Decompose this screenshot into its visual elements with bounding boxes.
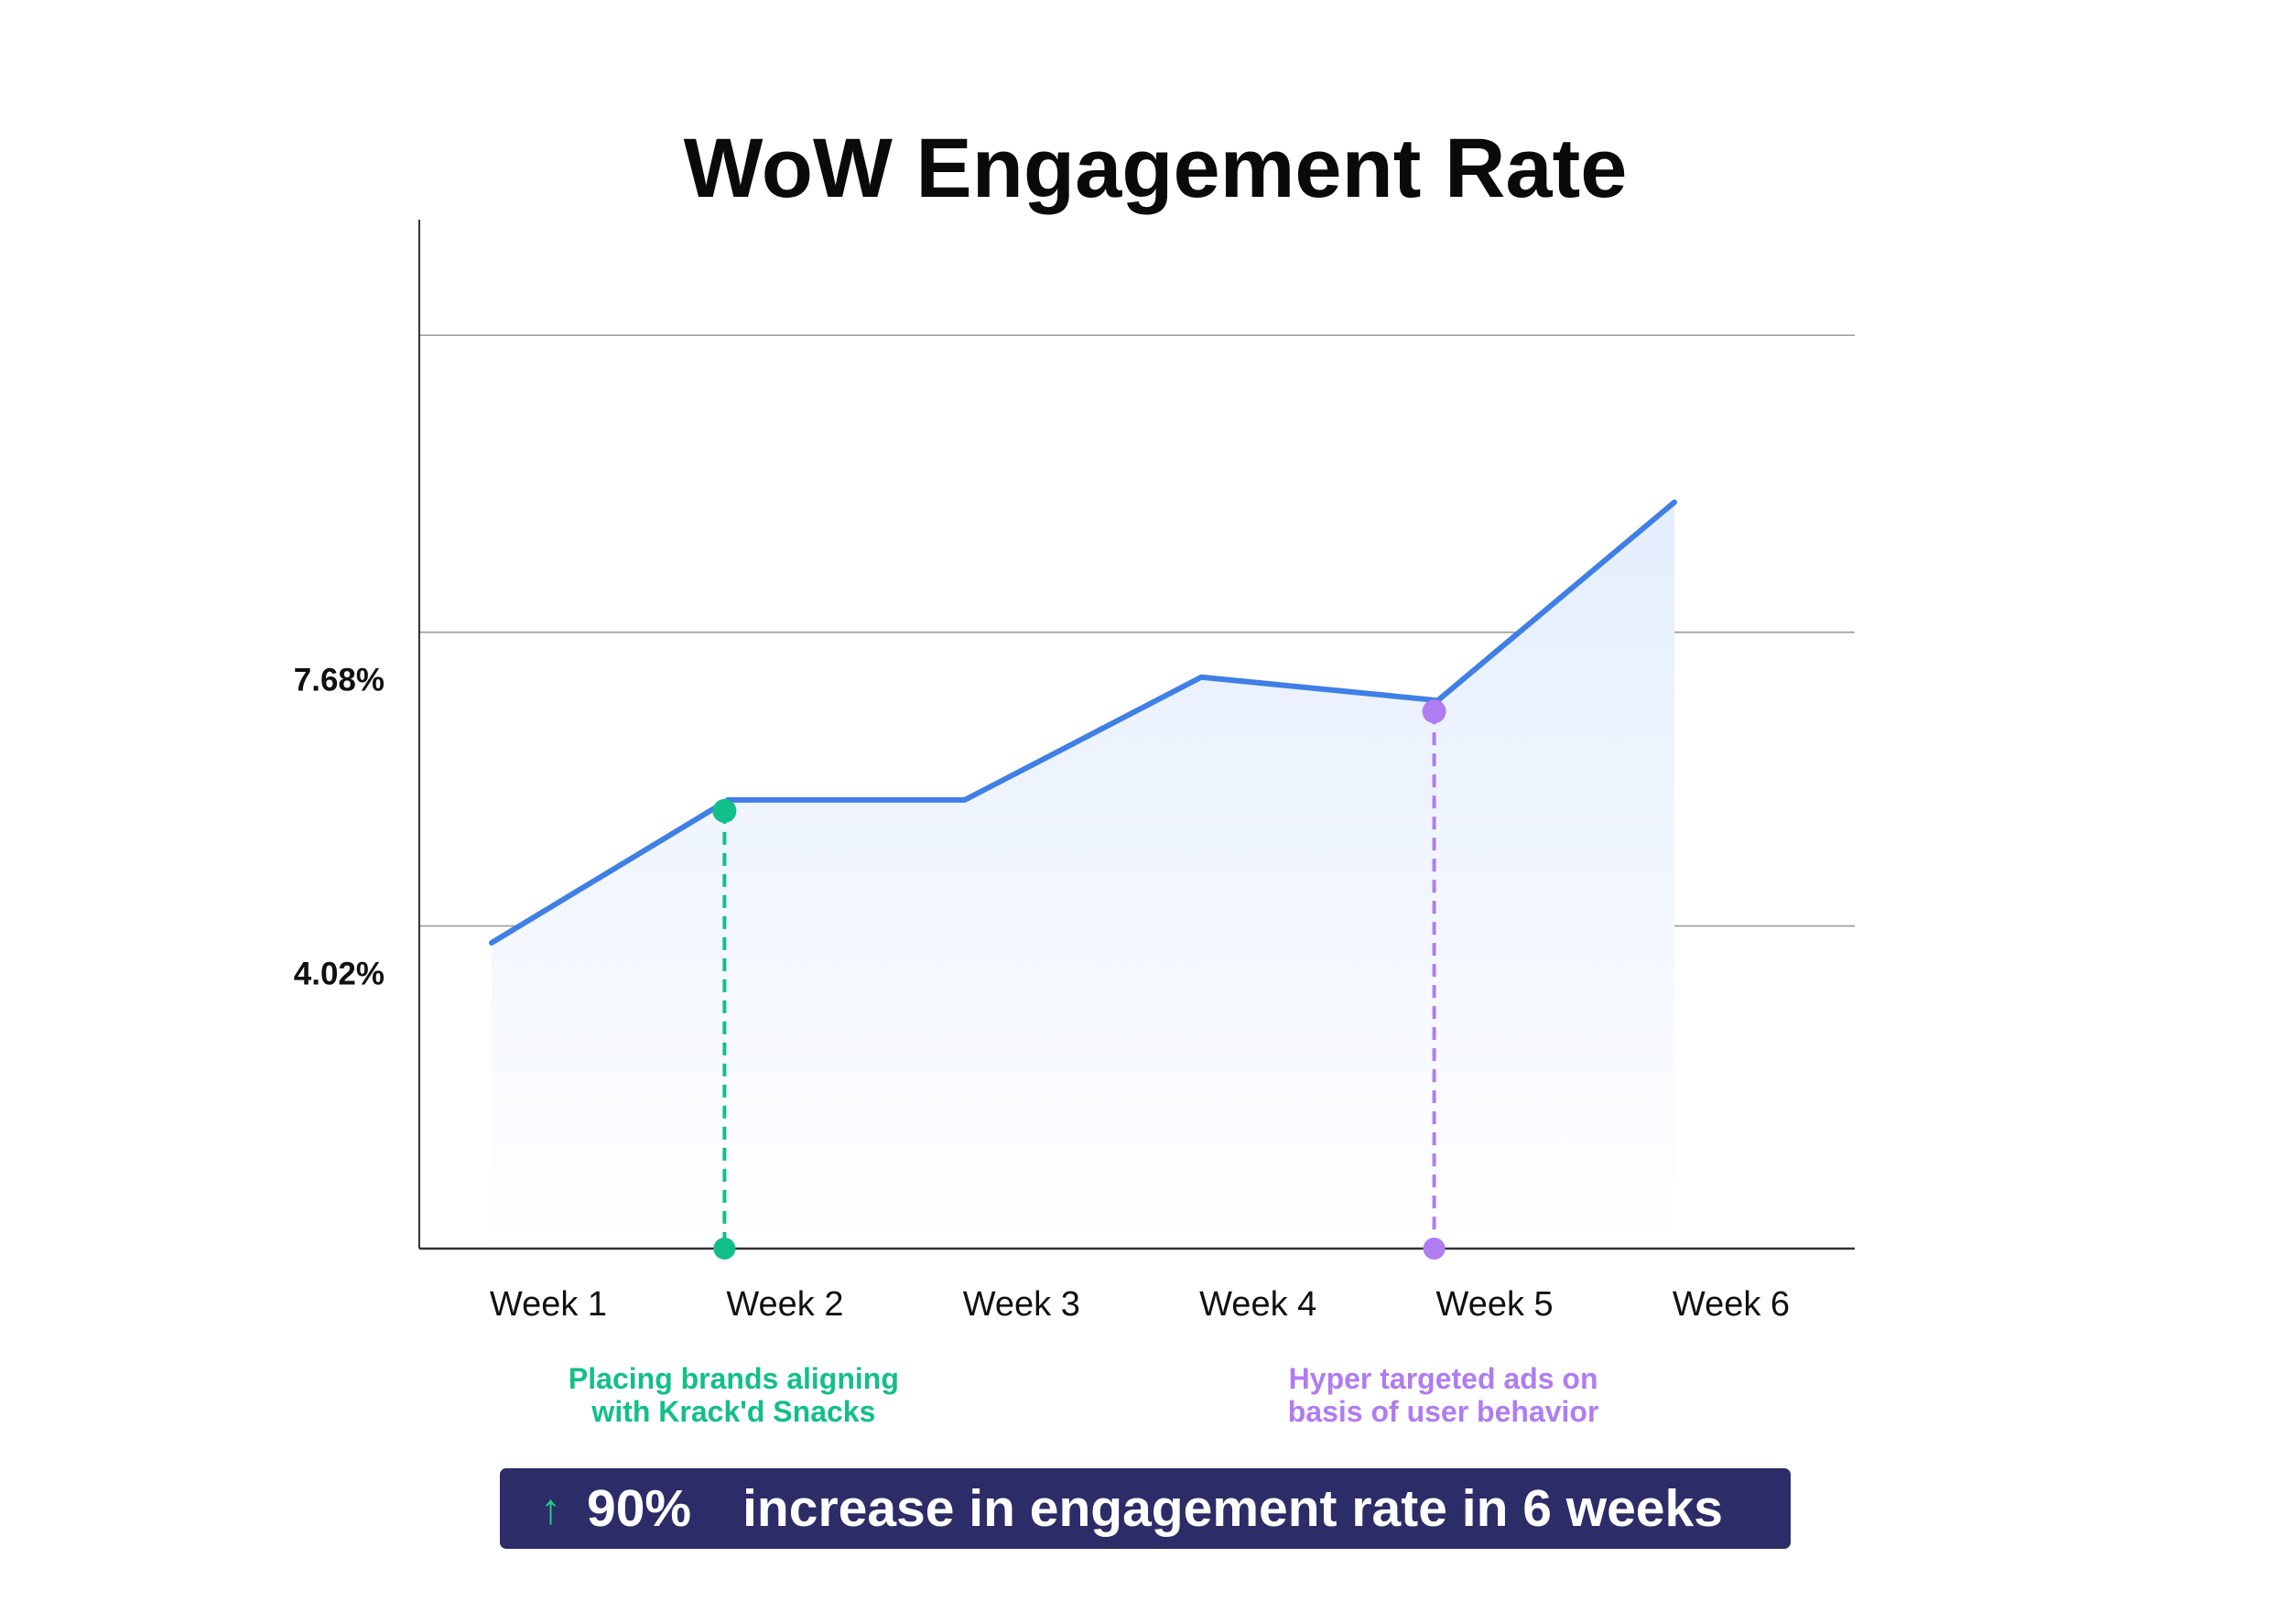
x-tick-label: Week 2: [726, 1285, 843, 1324]
x-axis-tick-labels: Week 1 Week 2 Week 3 Week 4 Week 5 Week 6: [490, 1285, 1790, 1324]
annotation-label-2-line-1: Hyper targeted ads on: [1289, 1362, 1598, 1395]
banner-message: increase in engagement rate in 6 weeks: [742, 1479, 1723, 1538]
annotation-label-1-line-2: with Krack'd Snacks: [590, 1395, 875, 1428]
series-line-path: [489, 499, 1677, 946]
x-tick-label: Week 4: [1199, 1285, 1316, 1324]
y-tick-label-1: 4.02%: [294, 957, 384, 992]
annotation-guides: [722, 711, 1436, 1249]
y-tick-label-2: 7.68%: [294, 663, 384, 698]
area-fill: [492, 502, 1674, 1249]
series-line: [489, 499, 1677, 946]
area-fill-shape: [492, 502, 1674, 1249]
annotation-marker-top-2: [1422, 699, 1446, 724]
annotation-label-2-line-2: basis of user behavior: [1288, 1395, 1599, 1428]
annotation-label-1-line-1: Placing brands aligning: [569, 1362, 899, 1395]
x-tick-label: Week 5: [1436, 1285, 1554, 1324]
annotation-marker-bottom-1: [713, 1238, 736, 1260]
x-tick-label: Week 6: [1673, 1285, 1790, 1324]
x-tick-label: Week 3: [963, 1285, 1080, 1324]
up-arrow-icon: ↑: [540, 1485, 561, 1532]
annotation-marker-bottom-2: [1423, 1238, 1446, 1260]
axes: [418, 220, 1855, 1250]
chart-title: WoW Engagement Rate: [684, 122, 1628, 215]
annotation-marker-top-1: [712, 798, 737, 823]
y-axis-tick-labels: 4.02% 7.68%: [294, 663, 384, 992]
increase-percent: 90%: [587, 1479, 692, 1538]
summary-banner: ↑ 90% increase in engagement rate in 6 w…: [500, 1468, 1791, 1549]
x-tick-label: Week 1: [490, 1285, 607, 1324]
annotation-markers: [712, 699, 1446, 1260]
